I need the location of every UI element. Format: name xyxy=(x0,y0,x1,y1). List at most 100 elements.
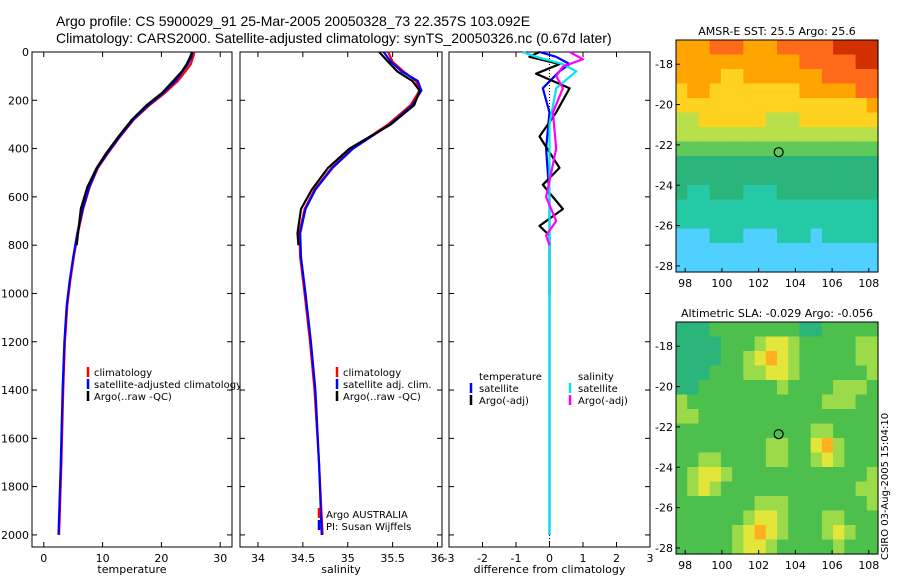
sla-map-cell xyxy=(709,510,722,526)
sst-map-cell xyxy=(754,141,767,157)
sla-map-cell xyxy=(743,322,756,338)
sla-map-cell xyxy=(833,322,845,338)
sla-map-cell xyxy=(799,510,812,526)
sla-map-cell xyxy=(821,409,834,425)
sla-map-cell xyxy=(810,351,823,367)
sst-map-cell xyxy=(844,83,857,99)
sst-map-cell xyxy=(833,127,845,143)
sst-map-cell xyxy=(866,228,879,244)
sla-map-cell xyxy=(855,351,868,367)
sst-map-cell xyxy=(709,228,722,244)
difference-x-axis-label: difference from climatology xyxy=(474,563,626,576)
sla-map-cell xyxy=(777,409,789,425)
sla-map-cell xyxy=(855,336,868,352)
sla-map-cell xyxy=(698,394,711,410)
sst-map-cell xyxy=(732,98,744,114)
difference-legend-label: Argo(-adj) xyxy=(479,396,529,407)
sla-map-cell xyxy=(833,336,845,352)
sst-map-cell xyxy=(732,185,744,201)
sla-map-cell xyxy=(821,452,834,468)
difference-x-tick-label: 2 xyxy=(613,552,620,565)
sst-map-cell xyxy=(855,185,868,201)
sla-map-cell xyxy=(833,525,845,541)
sst-map-cell xyxy=(676,156,688,172)
sst-map-cell xyxy=(866,257,879,273)
sla-map-cell xyxy=(821,539,834,555)
sla-map-y-tick-label: -26 xyxy=(655,502,673,515)
sla-map-cell xyxy=(810,467,823,483)
sst-map-cell xyxy=(777,185,789,201)
sst-map-cell xyxy=(844,214,857,230)
difference-x-tick-label: -1 xyxy=(511,552,522,565)
sla-map-cell xyxy=(720,452,733,468)
sst-map-cell xyxy=(777,214,789,230)
sla-map-cell xyxy=(844,467,857,483)
sst-map-cell xyxy=(743,199,756,215)
sla-map-cell xyxy=(765,438,778,454)
sst-map-cell xyxy=(821,185,834,201)
sla-map-cell xyxy=(754,336,767,352)
sst-map-cell xyxy=(743,170,756,186)
sst-map-cell xyxy=(687,83,700,99)
sla-map-cell xyxy=(754,510,767,526)
sst-map-cell xyxy=(754,257,767,273)
sst-map-cell xyxy=(754,214,767,230)
temperature-plot-frame xyxy=(31,51,233,548)
sst-map-cell xyxy=(866,243,879,259)
sla-map-cell xyxy=(799,467,812,483)
salinity-x-tick-label: 36 xyxy=(431,552,445,565)
sst-map-x-tick-label: 106 xyxy=(822,277,843,290)
sla-map-cell xyxy=(765,423,778,439)
sla-map-cell xyxy=(821,481,834,497)
sla-map-cell xyxy=(799,423,812,439)
sst-map-cell xyxy=(844,243,857,259)
sla-map-cell xyxy=(676,365,688,381)
sla-map-cell xyxy=(676,438,688,454)
sst-map-cell xyxy=(754,199,767,215)
sla-map-cell xyxy=(866,481,879,497)
sst-map-cell xyxy=(788,69,801,85)
sst-map-cell xyxy=(855,127,868,143)
sla-map-cell xyxy=(754,467,767,483)
sst-map-cell xyxy=(866,214,879,230)
sst-map-cell xyxy=(709,199,722,215)
sst-map-cell xyxy=(743,127,756,143)
sst-map-cell xyxy=(687,185,700,201)
sla-map-y-tick-label: -28 xyxy=(655,542,673,555)
sst-map-cell xyxy=(810,127,823,143)
sla-map-cell xyxy=(720,467,733,483)
sst-map-cell xyxy=(844,185,857,201)
sst-map-cell xyxy=(720,54,733,70)
salinity-series-line-3 xyxy=(296,51,421,246)
sla-map-cell xyxy=(844,452,857,468)
sst-map-cell xyxy=(765,83,778,99)
sla-map-cell xyxy=(810,336,823,352)
sla-map-cell xyxy=(788,423,801,439)
sla-map-cell xyxy=(720,525,733,541)
sla-map-cell xyxy=(720,496,733,512)
sst-map-cell xyxy=(788,40,801,56)
sst-map-cell xyxy=(777,170,789,186)
sla-map-cell xyxy=(676,409,688,425)
sst-map-cell xyxy=(698,127,711,143)
sla-map-cell xyxy=(866,496,879,512)
sla-map-cell xyxy=(799,481,812,497)
sla-map-cell xyxy=(866,380,879,396)
sla-map-cell xyxy=(687,423,700,439)
sla-map-cell xyxy=(833,365,845,381)
sst-map-cell xyxy=(833,185,845,201)
sla-map-cells xyxy=(676,322,879,555)
depth-tick-label: 0 xyxy=(22,46,29,59)
sla-map-cell xyxy=(676,452,688,468)
sst-map-cell xyxy=(844,112,857,128)
sst-map-cell xyxy=(777,127,789,143)
sla-map-cell xyxy=(743,481,756,497)
sla-map-cell xyxy=(799,336,812,352)
sst-map-cell xyxy=(687,141,700,157)
sla-map-cell xyxy=(687,365,700,381)
sst-map-cell xyxy=(676,141,688,157)
sla-map-cell xyxy=(833,394,845,410)
sla-map-cell xyxy=(777,510,789,526)
sla-map-cell xyxy=(732,394,744,410)
sst-map-cell xyxy=(743,54,756,70)
